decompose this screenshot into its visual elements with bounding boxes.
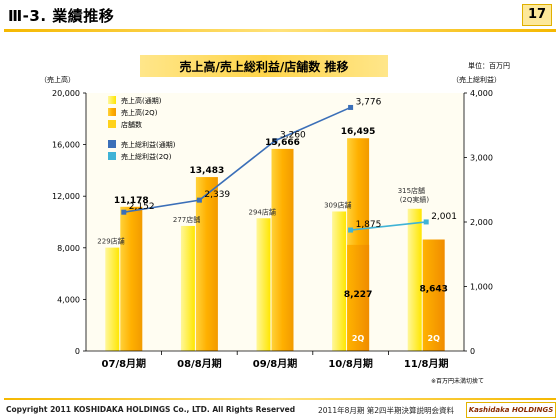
- left-tick-label: 20,000: [52, 89, 80, 98]
- x-tick-label: 10/8月期: [328, 357, 373, 370]
- chart-title-box: [140, 55, 388, 77]
- x-tick-label: 08/8月期: [177, 357, 222, 370]
- right-tick-label: 0: [470, 347, 475, 356]
- page-title: Ⅲ-3. 業績推移: [8, 7, 115, 25]
- page-number: 17: [522, 4, 552, 26]
- left-tick-label: 8,000: [57, 244, 80, 253]
- store-count-label: 277店舗: [173, 215, 200, 224]
- sales-2q-tag: 2Q: [428, 334, 441, 343]
- store-count-label: 229店舗: [97, 237, 124, 246]
- legend-label: 売上高(通期): [121, 96, 162, 105]
- legend-label: 売上総利益(通期): [121, 140, 176, 149]
- gross_full-point: [196, 197, 202, 203]
- footnote: ※百万円未満切捨て: [431, 377, 484, 385]
- left-tick-label: 12,000: [52, 192, 80, 201]
- left-tick-label: 0: [75, 347, 80, 356]
- sales-full-bar: [120, 206, 143, 351]
- legend-swatch: [108, 140, 116, 148]
- left-tick-label: 4,000: [57, 295, 80, 304]
- right-tick-label: 3,000: [470, 154, 493, 163]
- gross_2q-point: [348, 227, 354, 233]
- sales-chart: 売上高/売上総利益/店舗数 推移 単位：百万円 （売上高） （売上総利益） 0 4…: [40, 55, 510, 385]
- chart-title: 売上高/売上総利益/店舗数 推移: [180, 59, 349, 74]
- sales-full-bar: [195, 177, 218, 351]
- legend-swatch: [108, 120, 116, 128]
- store-count-label: 294店舗: [249, 207, 276, 216]
- footer-rule: [4, 398, 556, 400]
- store-count-bar: [256, 218, 271, 351]
- legend-swatch: [108, 108, 116, 116]
- store-count-label: 315店舗: [398, 186, 425, 195]
- data-labels: 229店舗 11,178 277店舗 13,483 294店舗 15,666 309店舗 16…: [97, 97, 457, 343]
- page-footer: Copyright 2011 KOSHIDAKA HOLDINGS Co., L…: [0, 398, 560, 420]
- sales-2q-bar: [422, 239, 445, 351]
- sales-2q-label: 8,227: [344, 290, 372, 300]
- gross_full-line: [123, 106, 351, 213]
- gross_full-point: [272, 138, 278, 144]
- sales-full-label: 13,483: [190, 166, 225, 176]
- right-axis: 0 1,000 2,000 3,000 4,000: [463, 89, 493, 356]
- store-count-bar: [105, 247, 120, 351]
- gross_2q-label: 1,875: [356, 220, 382, 230]
- store-count-bar: [332, 211, 347, 351]
- copyright: Copyright 2011 KOSHIDAKA HOLDINGS Co., L…: [6, 405, 296, 414]
- header-rule: [4, 29, 556, 32]
- sales-full-label: 16,495: [341, 127, 376, 137]
- sales-2q-tag: 2Q: [352, 334, 365, 343]
- sales-full-label: 11,178: [114, 196, 149, 206]
- gross_full-label: 2,152: [129, 202, 155, 212]
- right-axis-label: （売上総利益）: [452, 75, 501, 84]
- x-tick-label: 11/8月期: [404, 357, 449, 370]
- x-tick-label: 09/8月期: [253, 357, 298, 370]
- store-count-note: (2Q実績): [400, 195, 430, 204]
- sales-full-label: 15,666: [265, 138, 300, 148]
- legend-label: 店舗数: [121, 120, 142, 129]
- unit-note: 単位：百万円: [468, 61, 510, 70]
- legend-label: 売上高(2Q): [121, 108, 158, 117]
- legend-swatch: [108, 152, 116, 160]
- gross_full-label: 2,339: [204, 190, 230, 200]
- right-tick-label: 4,000: [470, 89, 493, 98]
- x-tick-label: 07/8月期: [102, 357, 147, 370]
- right-tick-label: 1,000: [470, 283, 493, 292]
- gross_2q-line: [350, 221, 427, 231]
- brand-logo: Kashidaka HOLDINGS: [466, 402, 556, 418]
- x-axis: 07/8月期 08/8月期 09/8月期 10/8月期 11/8月期: [86, 350, 464, 370]
- bars: [105, 138, 445, 351]
- right-tick-label: 2,000: [470, 218, 493, 227]
- store-count-bar: [180, 225, 195, 351]
- gross_2q-point: [423, 219, 429, 225]
- legend-label: 売上総利益(2Q): [121, 152, 172, 161]
- left-tick-label: 16,000: [52, 141, 80, 150]
- store-count-bar: [407, 208, 422, 351]
- gross_2q-label: 2,001: [431, 212, 457, 222]
- legend-swatch: [108, 96, 116, 104]
- gross_full-label: 3,776: [356, 97, 382, 107]
- left-axis-label: （売上高）: [40, 75, 75, 84]
- page-header: Ⅲ-3. 業績推移 17: [0, 0, 560, 32]
- sales-full-bar: [271, 148, 294, 351]
- gross_full-point: [348, 104, 354, 110]
- gross_full-label: 3,260: [280, 131, 306, 141]
- gross_full-point: [121, 209, 127, 215]
- sales-2q-bar: [347, 244, 370, 351]
- lines: [121, 104, 429, 233]
- material-name: 2011年8月期 第2四半期決算説明会資料: [318, 406, 455, 415]
- sales-2q-label: 8,643: [419, 285, 447, 295]
- left-axis: 0 4,000 8,000 12,000 16,000 20,000: [52, 89, 87, 356]
- store-count-label: 309店舗: [324, 200, 351, 209]
